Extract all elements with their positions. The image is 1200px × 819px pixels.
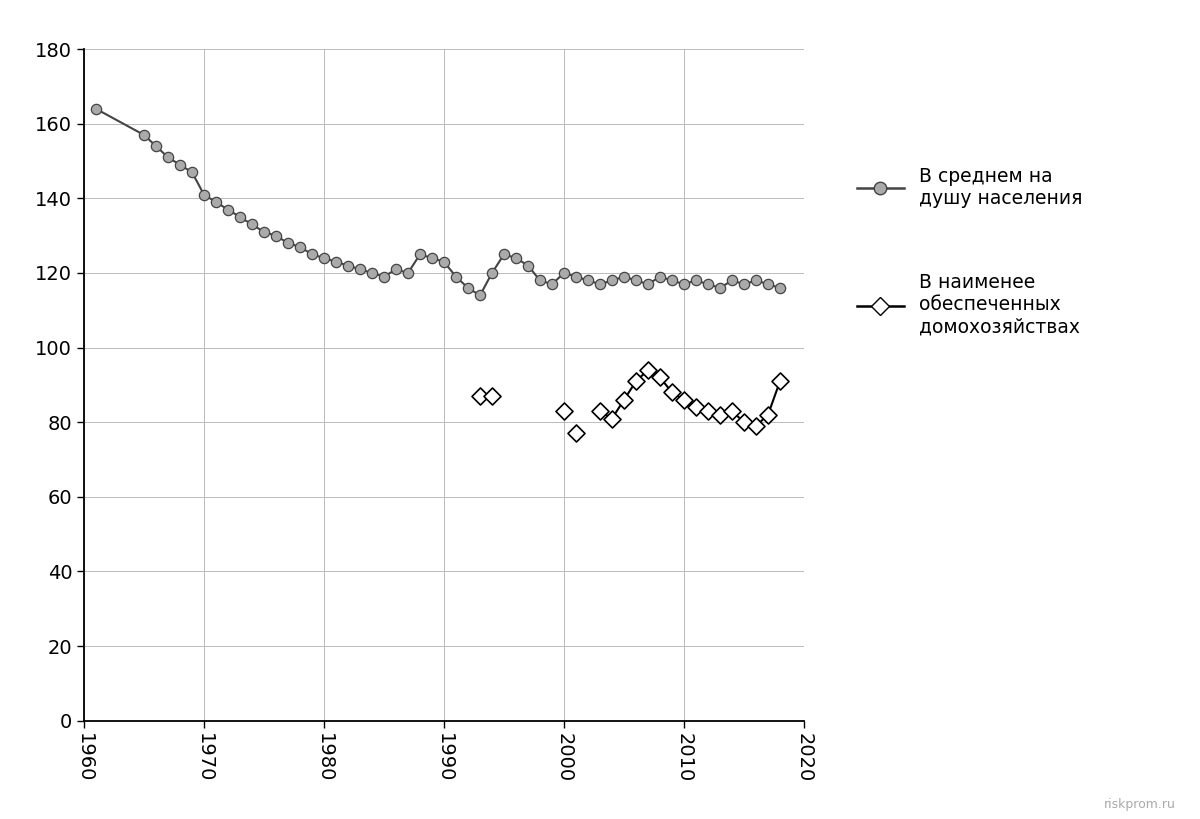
Point [626,374,646,387]
Point [626,274,646,287]
Point [494,248,514,261]
Point [470,390,490,403]
Point [302,248,322,261]
Point [602,274,622,287]
Point [374,270,394,283]
Point [314,251,334,265]
Point [722,405,742,418]
Point [506,251,526,265]
Point [746,419,766,432]
Point [170,158,190,171]
Point [662,274,682,287]
Point [650,270,670,283]
Point [770,282,790,295]
Point [674,278,694,291]
Point [758,278,778,291]
Point [350,263,370,276]
Point [734,278,754,291]
Point [746,274,766,287]
Point [698,405,718,418]
Point [590,405,610,418]
Point [734,416,754,429]
Point [686,400,706,414]
Point [602,412,622,425]
Point [578,274,598,287]
Point [446,270,466,283]
Point [614,393,634,406]
Point [518,259,538,272]
Point [146,139,166,152]
Point [542,278,562,291]
Point [422,251,442,265]
Point [710,282,730,295]
Point [662,386,682,399]
Point [242,218,262,231]
Point [566,427,586,440]
Point [134,129,154,142]
Point [674,393,694,406]
Point [758,408,778,421]
Point [158,151,178,164]
Point [614,270,634,283]
Point [362,266,382,279]
Point [566,270,586,283]
Legend: В среднем на
душу населения, В наименее
обеспеченных
домохозяйствах: В среднем на душу населения, В наименее … [850,159,1090,344]
Point [182,165,202,179]
Point [722,274,742,287]
Point [434,256,454,269]
Point [194,188,214,201]
Point [338,259,358,272]
Point [290,240,310,253]
Point [638,364,658,377]
Point [554,405,574,418]
Point [230,210,250,224]
Point [326,256,346,269]
Point [638,278,658,291]
Point [470,289,490,302]
Point [398,266,418,279]
Point [254,225,274,238]
Point [206,196,226,209]
Point [698,278,718,291]
Point [86,102,106,115]
Point [386,263,406,276]
Point [710,408,730,421]
Point [482,390,502,403]
Point [458,282,478,295]
Point [770,374,790,387]
Point [590,278,610,291]
Point [482,266,502,279]
Point [650,371,670,384]
Point [410,248,430,261]
Point [218,203,238,216]
Point [530,274,550,287]
Point [554,266,574,279]
Point [686,274,706,287]
Point [278,237,298,250]
Point [266,229,286,242]
Text: riskprom.ru: riskprom.ru [1104,798,1176,811]
